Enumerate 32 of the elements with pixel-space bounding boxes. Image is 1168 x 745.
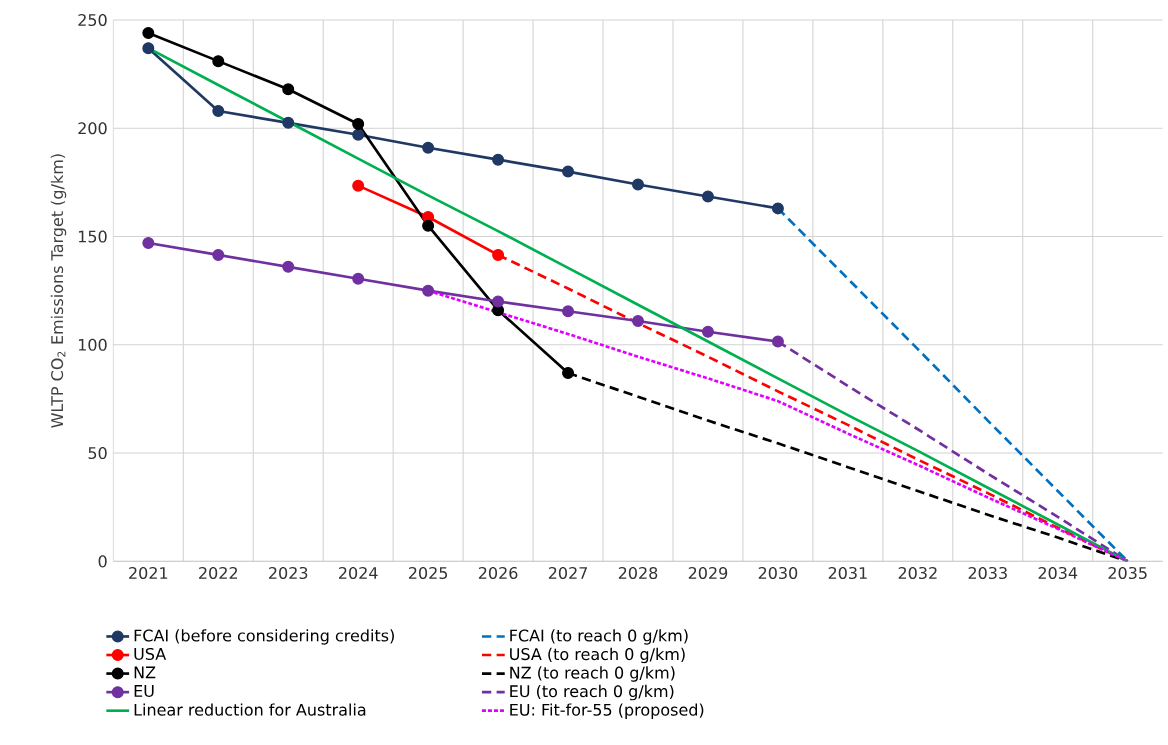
legend-label: Linear reduction for Australia [134, 703, 366, 716]
legend-label: FCAI (to reach 0 g/km) [510, 629, 688, 645]
legend-label: NZ (to reach 0 g/km) [510, 666, 675, 682]
y-tick-label: 200 [78, 122, 107, 135]
x-tick-label: 2032 [898, 566, 937, 579]
y-tick-label: 150 [78, 230, 107, 243]
legend-label: EU (to reach 0 g/km) [510, 684, 674, 701]
y-axis-title: WLTP CO$_{2}$ Emissions Target (g/km) [50, 154, 67, 428]
legend-label: FCAI (before considering credits) [134, 629, 394, 645]
x-tick-label: 2031 [828, 566, 867, 579]
x-tick-label: 2028 [618, 566, 658, 579]
legend-label: USA (to reach 0 g/km) [510, 647, 685, 664]
legend-label: EU [134, 684, 154, 697]
x-tick-label: 2022 [199, 566, 238, 579]
y-tick-label: 50 [88, 446, 107, 459]
x-tick-label: 2029 [688, 566, 728, 579]
legend-label: USA [134, 647, 167, 660]
x-tick-label: 2027 [548, 566, 588, 579]
x-tick-label: 2035 [1108, 566, 1147, 579]
x-tick-label: 2023 [269, 566, 308, 579]
x-tick-label: 2025 [408, 566, 448, 579]
y-tick-label: 0 [98, 555, 107, 568]
x-tick-label: 2021 [129, 566, 168, 579]
x-tick-label: 2024 [338, 566, 378, 579]
legend-label: EU: Fit-for-55 (proposed) [510, 703, 704, 719]
x-tick-label: 2026 [478, 566, 518, 579]
y-tick-label: 250 [78, 13, 107, 26]
x-tick-label: 2030 [758, 566, 798, 579]
y-tick-label: 100 [78, 338, 107, 351]
legend-label: NZ [134, 666, 156, 679]
x-tick-label: 2033 [968, 566, 1007, 579]
x-tick-label: 2034 [1038, 566, 1078, 579]
